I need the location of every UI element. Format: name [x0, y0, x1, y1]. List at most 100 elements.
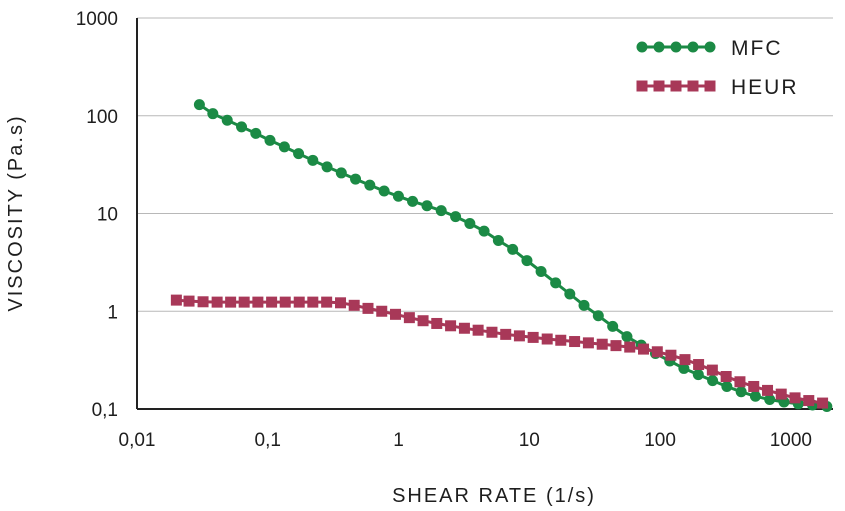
- data-point: [431, 317, 443, 329]
- data-point: [748, 380, 760, 392]
- data-point: [472, 324, 484, 336]
- data-point: [445, 320, 457, 332]
- legend-marker: [687, 80, 699, 92]
- data-point: [170, 294, 182, 306]
- data-point: [335, 297, 347, 309]
- data-point: [762, 384, 774, 396]
- data-point: [207, 108, 219, 120]
- data-point: [789, 392, 801, 404]
- axes: [136, 18, 833, 410]
- data-point: [183, 295, 195, 307]
- legend-label: HEUR: [731, 76, 799, 99]
- data-point: [693, 359, 705, 371]
- legend-marker: [670, 41, 682, 53]
- data-point: [550, 277, 562, 289]
- legend-marker: [687, 41, 699, 53]
- data-point: [278, 141, 290, 153]
- data-point: [362, 302, 374, 314]
- data-point: [250, 127, 262, 139]
- data-point: [350, 173, 362, 185]
- legend-marker: [636, 80, 648, 92]
- data-point: [421, 200, 433, 212]
- data-point: [592, 310, 604, 322]
- data-point: [735, 386, 747, 398]
- data-point: [390, 308, 402, 320]
- data-point: [610, 340, 622, 352]
- y-tick-label: 100: [86, 107, 118, 128]
- data-point: [266, 296, 278, 308]
- data-point: [321, 161, 333, 173]
- y-tick-label: 1000: [76, 9, 118, 30]
- y-axis-title: VISCOSITY (Pa.s): [5, 114, 27, 311]
- data-point: [721, 380, 733, 392]
- data-point: [335, 167, 347, 179]
- data-point: [507, 243, 519, 255]
- data-point: [564, 288, 576, 300]
- legend-item-heur: HEUR: [636, 76, 799, 99]
- data-series: [170, 99, 833, 413]
- data-point: [236, 121, 248, 133]
- data-point: [293, 296, 305, 308]
- legend-marker: [704, 80, 716, 92]
- data-point: [706, 364, 718, 376]
- data-point: [407, 195, 419, 207]
- legend: MFC HEUR: [636, 37, 799, 99]
- series-mfc: [193, 99, 833, 413]
- data-point: [541, 333, 553, 345]
- data-point: [621, 331, 633, 343]
- data-point: [221, 114, 233, 126]
- data-point: [417, 315, 429, 327]
- data-point: [435, 205, 447, 217]
- data-point: [527, 331, 539, 343]
- data-point: [521, 255, 533, 267]
- data-point: [293, 148, 305, 160]
- data-point: [238, 296, 250, 308]
- y-tick-label: 1: [107, 302, 118, 323]
- data-point: [492, 234, 504, 246]
- legend-marker: [670, 80, 682, 92]
- series-line: [198, 103, 827, 408]
- legend-marker: [636, 41, 648, 53]
- data-point: [803, 395, 815, 407]
- series-heur: [170, 294, 829, 409]
- data-point: [348, 299, 360, 311]
- x-tick-label: 10: [519, 430, 540, 451]
- data-point: [749, 390, 761, 402]
- data-point: [665, 349, 677, 361]
- data-point: [403, 312, 415, 324]
- data-point: [607, 320, 619, 332]
- legend-marker: [653, 41, 665, 53]
- legend-item-mfc: MFC: [636, 37, 783, 60]
- data-point: [578, 299, 590, 311]
- data-point: [582, 337, 594, 349]
- data-point: [458, 322, 470, 334]
- data-point: [464, 218, 476, 230]
- data-point: [734, 376, 746, 388]
- data-point: [392, 190, 404, 202]
- data-point: [624, 341, 636, 353]
- data-point: [478, 225, 490, 237]
- data-point: [264, 134, 276, 146]
- data-point: [197, 296, 209, 308]
- x-tick-label: 0,01: [119, 430, 156, 451]
- data-point: [679, 354, 691, 366]
- data-point: [692, 369, 704, 381]
- x-tick-label: 1: [393, 430, 404, 451]
- x-tick-label: 0,1: [255, 430, 281, 451]
- data-point: [307, 154, 319, 166]
- data-point: [678, 362, 690, 374]
- y-tick-label: 0,1: [92, 400, 118, 421]
- data-point: [555, 334, 567, 346]
- legend-label: MFC: [731, 37, 783, 60]
- data-point: [569, 336, 581, 348]
- data-point: [252, 296, 264, 308]
- legend-marker: [653, 80, 665, 92]
- data-point: [321, 296, 333, 308]
- y-axis-tick-labels: 0,1 1 10 100 1000: [76, 9, 118, 421]
- data-point: [817, 397, 829, 409]
- data-point: [775, 388, 787, 400]
- data-point: [500, 328, 512, 340]
- data-point: [376, 305, 388, 317]
- data-point: [764, 394, 776, 406]
- legend-marker: [704, 41, 716, 53]
